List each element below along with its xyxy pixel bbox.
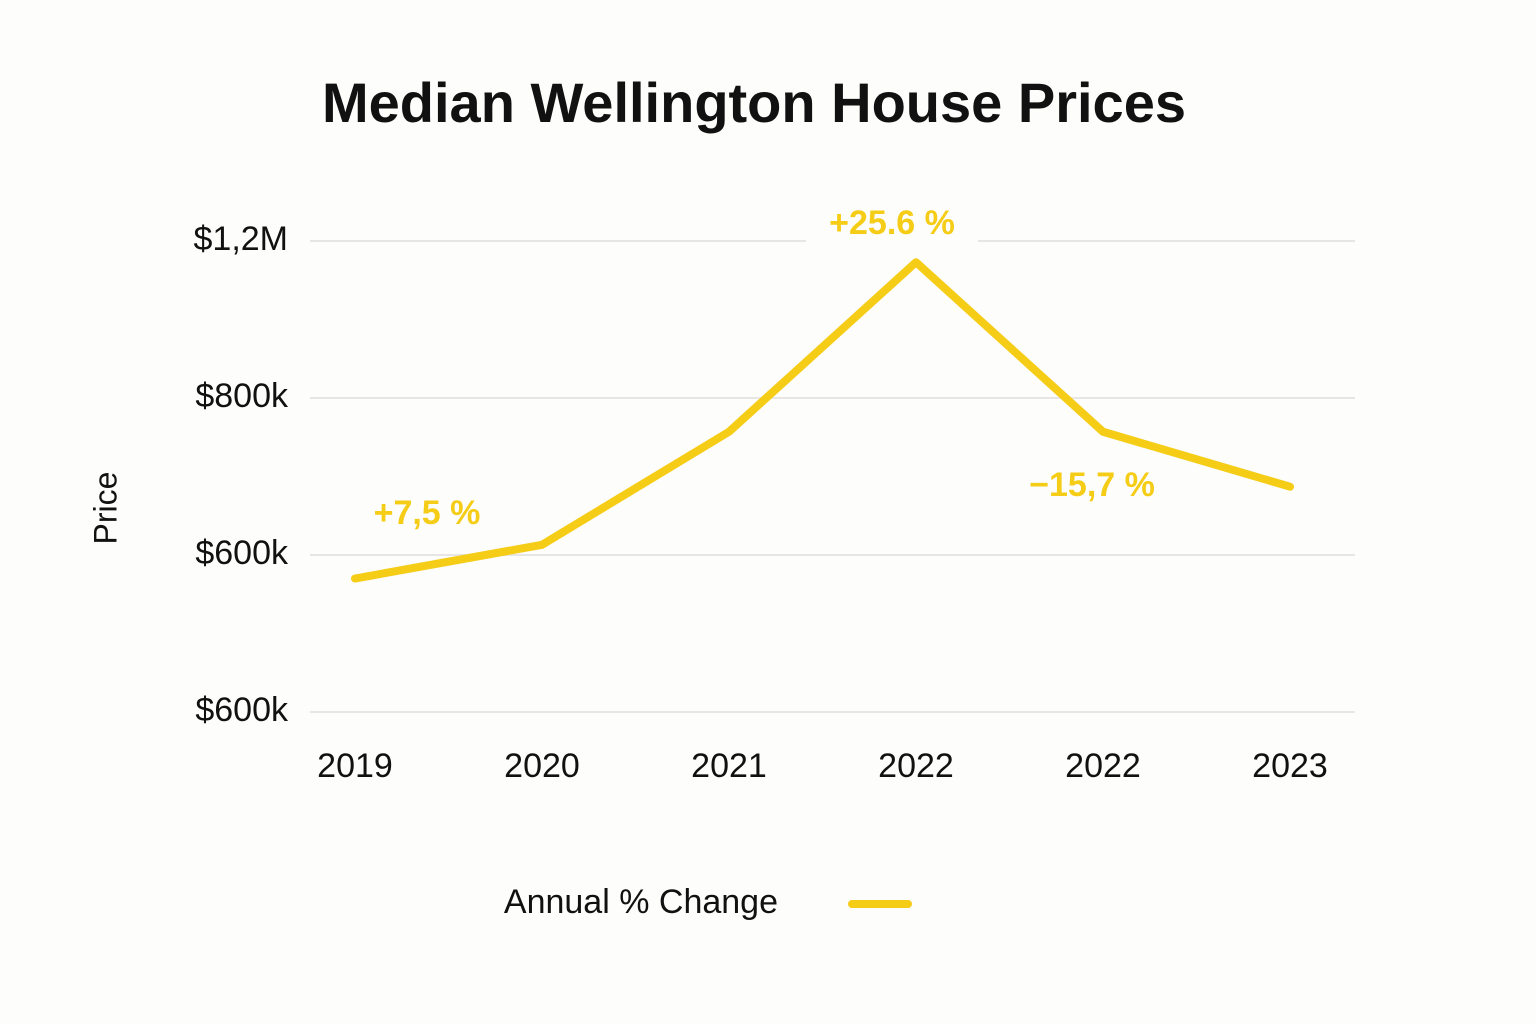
x-tick-label: 2020 xyxy=(504,747,580,785)
y-tick-label: $600k xyxy=(195,534,289,572)
annotation-background xyxy=(806,201,978,249)
x-tick-label: 2022 xyxy=(878,747,954,785)
annotation: +7,5 % xyxy=(374,494,481,532)
line-series xyxy=(351,258,1294,583)
x-tick-label: 2022 xyxy=(1065,747,1141,785)
y-tick-label: $1,2M xyxy=(194,220,289,258)
chart-title: Median Wellington House Prices xyxy=(322,71,1186,134)
x-tick-label: 2019 xyxy=(317,747,393,785)
y-tick-label: $600k xyxy=(195,691,289,729)
x-tick-label: 2023 xyxy=(1252,747,1328,785)
legend-label: Annual % Change xyxy=(504,883,778,921)
x-tick-label: 2021 xyxy=(691,747,767,785)
annotation: +25.6 % xyxy=(829,204,955,242)
y-tick-label: $800k xyxy=(195,377,289,415)
y-axis-label: Price xyxy=(87,472,123,545)
annotation: −15,7 % xyxy=(1029,466,1155,504)
